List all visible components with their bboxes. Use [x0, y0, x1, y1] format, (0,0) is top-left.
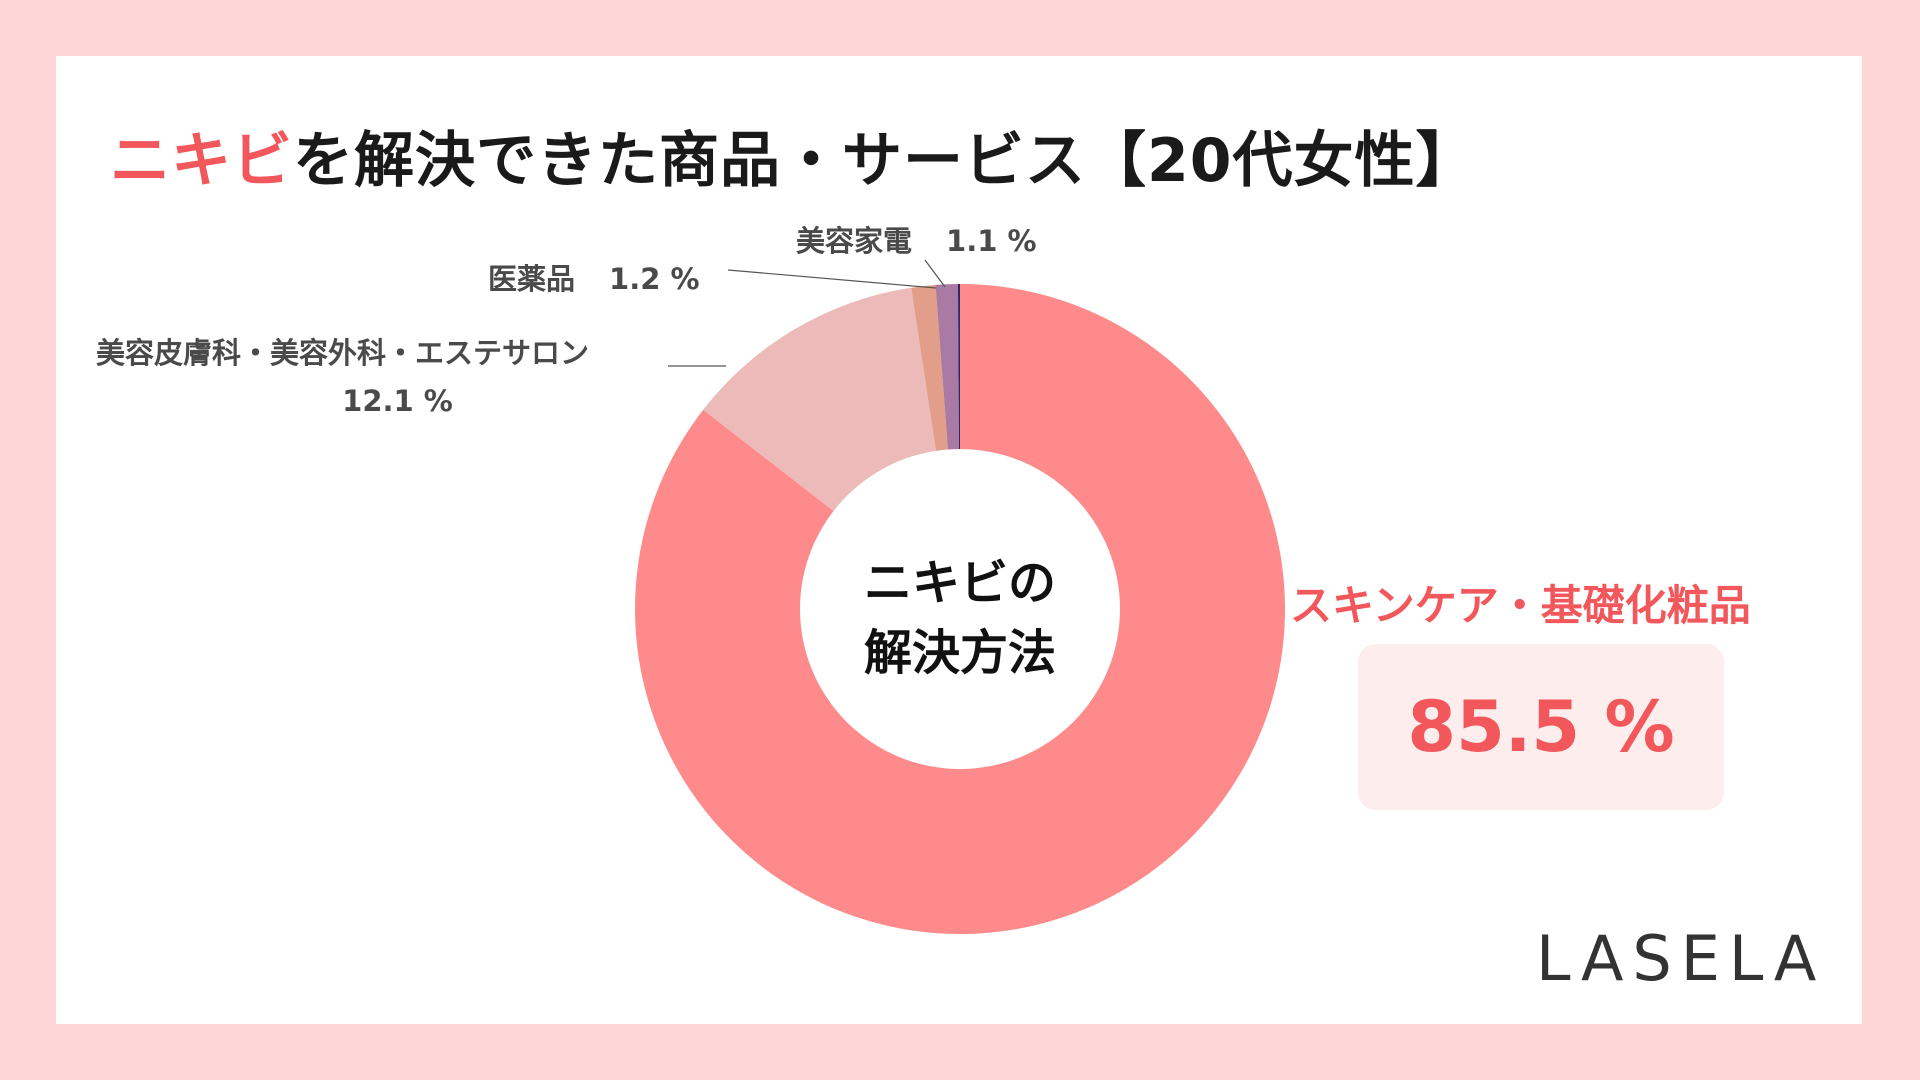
slice-label-biyoukaden: 美容家電 1.1 %	[796, 224, 1037, 258]
leader-line-biyoukaden	[924, 259, 946, 288]
donut-center-label: ニキビの 解決方法	[863, 555, 1056, 681]
main-percentage-box: 85.5 %	[1358, 644, 1724, 810]
chart-title: ニキビを解決できた商品・サービス【20代女性】	[110, 112, 1477, 199]
main-percentage: 85.5 %	[1407, 686, 1675, 768]
main-category-label: スキンケア・基礎化粧品	[1290, 581, 1751, 630]
slice-label-biyouhifuka: 美容皮膚科・美容外科・エステサロン 12.1 %	[96, 336, 590, 418]
slice-label-iyakuhin: 医薬品 1.2 %	[488, 262, 700, 296]
title-accent: ニキビ	[110, 126, 293, 196]
donut-hole	[800, 449, 1120, 769]
brand-logo: LASELA	[1536, 922, 1826, 995]
leader-line-iyakuhin	[727, 269, 937, 289]
title-rest: を解決できた商品・サービス【20代女性】	[293, 126, 1477, 196]
